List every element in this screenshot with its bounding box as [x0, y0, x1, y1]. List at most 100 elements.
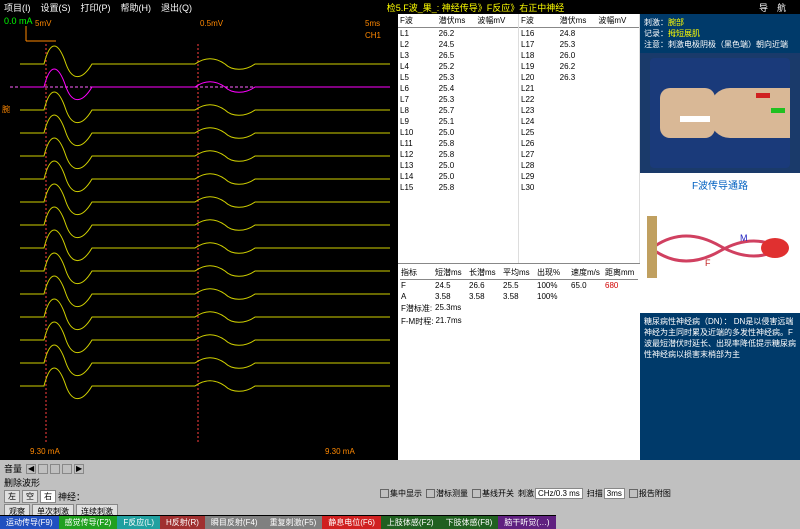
trace[interactable]	[20, 230, 390, 261]
trace[interactable]	[20, 92, 390, 123]
latency-row[interactable]: L26	[519, 138, 639, 149]
latency-row[interactable]: L29	[519, 171, 639, 182]
title-text: 检5.F波_果_: 神经传导》F反应》右正中神经	[202, 1, 749, 14]
report-check[interactable]	[629, 489, 638, 498]
latency-row[interactable]: L30	[519, 182, 639, 193]
latency-row[interactable]: L22	[519, 94, 639, 105]
tab-blink[interactable]: 瞬目反射(F4)	[205, 515, 264, 529]
delete-wave-button[interactable]: 删除波形	[4, 476, 40, 489]
side-blank[interactable]: 空	[22, 490, 38, 503]
latency-row[interactable]: L27	[519, 149, 639, 160]
menubar: 项目(I) 设置(S) 打印(P) 帮助(H) 退出(Q) 检5.F波_果_: …	[0, 0, 800, 14]
latency-row[interactable]: L1225.8	[398, 149, 518, 160]
tab-rest[interactable]: 静息电位(F6)	[322, 515, 381, 529]
data-panel: F波 潜伏ms 波幅mV L126.2L224.5L326.5L425.2L52…	[398, 14, 640, 460]
diagram-title: F波传导通路	[640, 173, 800, 196]
trace[interactable]	[20, 207, 390, 238]
latency-row[interactable]: L525.3	[398, 72, 518, 83]
trace[interactable]	[20, 368, 390, 399]
svg-text:F: F	[705, 258, 711, 268]
trace[interactable]	[20, 46, 390, 77]
latency-row[interactable]: L825.7	[398, 105, 518, 116]
menu-exit[interactable]: 退出(Q)	[161, 1, 192, 14]
vol-up[interactable]: ▶	[74, 464, 84, 474]
vol-0[interactable]	[38, 464, 48, 474]
lat-head-right: F波 潜伏ms 波幅mV	[519, 14, 639, 28]
trace[interactable]	[20, 322, 390, 353]
vol-2[interactable]	[62, 464, 72, 474]
trace[interactable]	[20, 345, 390, 376]
nav-label: 导 航	[759, 1, 786, 14]
latency-row[interactable]: L2026.3	[519, 72, 639, 83]
menu-help[interactable]: 帮助(H)	[121, 1, 152, 14]
tab-baep[interactable]: 脑干听觉(…)	[498, 515, 555, 529]
summary-table: 指标短潜ms长潜ms平均ms出现%速度m/s距离mm F24.526.625.5…	[398, 264, 640, 460]
latency-col-right: F波 潜伏ms 波幅mV L1624.8L1725.3L1826.0L1926.…	[519, 14, 640, 263]
latency-row[interactable]: L1926.2	[519, 61, 639, 72]
trace[interactable]	[20, 184, 390, 215]
latency-row[interactable]: L23	[519, 105, 639, 116]
summary-row: F潜标准:25.3ms	[400, 302, 638, 315]
latency-col-left: F波 潜伏ms 波幅mV L126.2L224.5L326.5L425.2L52…	[398, 14, 519, 263]
latency-row[interactable]: L21	[519, 83, 639, 94]
waveform-panel: 0.0 mA 腕 5mV 0.5mV 5ms CH1 9.30 mA 9.30 …	[0, 14, 398, 460]
tab-fwave[interactable]: F反应(L)	[117, 515, 160, 529]
lat-head-left: F波 潜伏ms 波幅mV	[398, 14, 518, 28]
latency-row[interactable]: L1125.8	[398, 138, 518, 149]
side-left[interactable]: 左	[4, 490, 20, 503]
trace[interactable]	[20, 253, 390, 284]
vol-down[interactable]: ◀	[26, 464, 36, 474]
latency-row[interactable]: L1525.8	[398, 182, 518, 193]
latency-row[interactable]: L1425.0	[398, 171, 518, 182]
bottom-current-r: 9.30 mA	[325, 447, 355, 456]
latency-row[interactable]: L925.1	[398, 116, 518, 127]
guide-panel: 刺激：腕部 记录：拇短展肌 注意：刺激电极阴极（黑色端）朝向近端 F波传导通路 …	[640, 14, 800, 460]
latency-row[interactable]: L224.5	[398, 39, 518, 50]
trace[interactable]	[20, 115, 390, 146]
scale-mid: 0.5mV	[200, 19, 224, 28]
tab-hreflex[interactable]: H反射(R)	[160, 515, 205, 529]
summary-row: F24.526.625.5100%65.0680	[400, 280, 638, 291]
menu-project[interactable]: 项目(I)	[4, 1, 31, 14]
latency-row[interactable]: L725.3	[398, 94, 518, 105]
tab-motor[interactable]: 运动传导(F9)	[0, 515, 59, 529]
trace[interactable]	[20, 276, 390, 307]
latency-row[interactable]: L1624.8	[519, 28, 639, 39]
description-box: 糖尿病性神经病（DN）： DN是以侵害远端神经为主同时累及近端的多发性神经病。F…	[640, 313, 800, 460]
menu-settings[interactable]: 设置(S)	[41, 1, 71, 14]
trace[interactable]	[20, 69, 390, 100]
latency-row[interactable]: L326.5	[398, 50, 518, 61]
tab-sensory[interactable]: 感觉传导(F2)	[59, 515, 118, 529]
tab-repstim[interactable]: 重复刺激(F5)	[264, 515, 323, 529]
sweep-select[interactable]: 3ms	[604, 488, 625, 499]
volume-label: 音量	[4, 462, 22, 475]
tab-upper-sep[interactable]: 上肢体感(F2)	[381, 515, 440, 529]
svg-text:M: M	[740, 233, 748, 243]
latency-row[interactable]: L1826.0	[519, 50, 639, 61]
tab-lower-sep[interactable]: 下肢体感(F8)	[440, 515, 499, 529]
latency-row[interactable]: L1325.0	[398, 160, 518, 171]
scale-ch: CH1	[365, 31, 382, 40]
latency-row[interactable]: L625.4	[398, 83, 518, 94]
lead-white-icon	[680, 116, 710, 122]
trace[interactable]	[20, 138, 390, 169]
trace-group	[10, 46, 390, 399]
vol-1[interactable]	[50, 464, 60, 474]
latency-row[interactable]: L1725.3	[519, 39, 639, 50]
latency-row[interactable]: L24	[519, 116, 639, 127]
trace[interactable]	[20, 161, 390, 192]
menu-print[interactable]: 打印(P)	[81, 1, 111, 14]
trace[interactable]	[20, 299, 390, 330]
latency-row[interactable]: L126.2	[398, 28, 518, 39]
wave-svg[interactable]: 5mV 0.5mV 5ms CH1 9.30 mA 9.30 mA	[0, 14, 398, 460]
latency-row[interactable]: L1025.0	[398, 127, 518, 138]
focus-check[interactable]	[380, 489, 389, 498]
stim-select[interactable]: CHz/0.3 ms	[535, 488, 583, 499]
side-right[interactable]: 右	[40, 490, 56, 503]
avg-check[interactable]	[426, 489, 435, 498]
latency-row[interactable]: L425.2	[398, 61, 518, 72]
baseline-check[interactable]	[472, 489, 481, 498]
latency-row[interactable]: L28	[519, 160, 639, 171]
current-readout: 0.0 mA	[4, 16, 33, 26]
latency-row[interactable]: L25	[519, 127, 639, 138]
